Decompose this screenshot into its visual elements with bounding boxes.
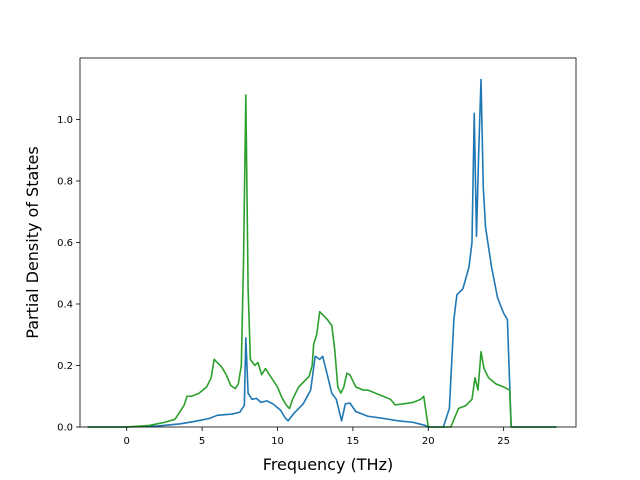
series-line-2 xyxy=(87,94,557,428)
plot-background xyxy=(80,58,576,427)
y-axis: 0.0 0.2 0.4 0.6 0.8 1.0 xyxy=(57,115,80,434)
x-tick-label: 0 xyxy=(124,436,130,447)
y-tick-label: 0.6 xyxy=(57,238,73,249)
series-layer xyxy=(87,78,557,428)
y-tick-label: 0.4 xyxy=(57,300,73,311)
x-tick-label: 15 xyxy=(347,436,360,447)
y-tick-label: 0.0 xyxy=(57,423,73,434)
x-axis: 0 5 10 15 20 25 xyxy=(124,427,510,447)
y-tick-label: 1.0 xyxy=(57,115,73,126)
series-line-1 xyxy=(87,78,557,428)
y-tick-label: 0.2 xyxy=(57,361,73,372)
y-axis-label: Partial Density of States xyxy=(23,146,42,338)
x-tick-label: 5 xyxy=(199,436,205,447)
x-tick-label: 10 xyxy=(271,436,284,447)
y-tick-label: 0.8 xyxy=(57,177,73,188)
x-tick-label: 20 xyxy=(422,436,435,447)
x-tick-label: 25 xyxy=(497,436,510,447)
x-axis-label: Frequency (THz) xyxy=(263,455,393,474)
